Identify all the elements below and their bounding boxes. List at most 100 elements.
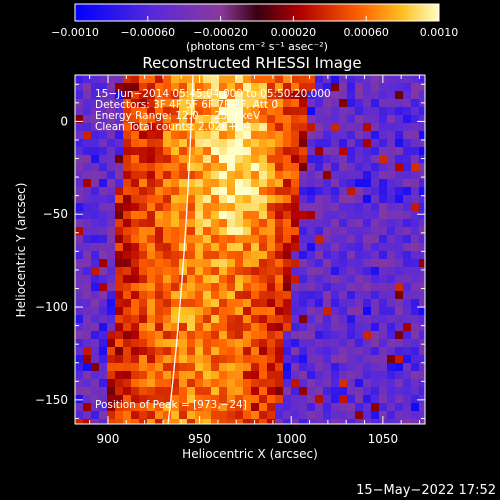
image-pixel: [363, 403, 371, 411]
image-pixel: [379, 283, 387, 291]
image-pixel: [291, 123, 299, 131]
image-pixel: [107, 299, 115, 307]
image-pixel: [83, 403, 91, 411]
image-pixel: [251, 107, 259, 115]
solar-limb-line: [167, 75, 194, 424]
image-pixel: [331, 347, 339, 355]
image-pixel: [227, 299, 235, 307]
image-pixel: [163, 403, 171, 411]
image-pixel: [235, 355, 243, 363]
image-pixel: [403, 259, 411, 267]
image-pixel: [147, 243, 155, 251]
image-pixel: [283, 147, 291, 155]
image-pixel: [139, 411, 147, 419]
image-pixel: [307, 99, 315, 107]
image-pixel: [315, 139, 323, 147]
image-pixel: [323, 419, 331, 424]
image-pixel: [387, 243, 395, 251]
image-pixel: [331, 371, 339, 379]
image-pixel: [187, 259, 195, 267]
image-pixel: [163, 195, 171, 203]
image-pixel: [91, 211, 99, 219]
image-pixel: [299, 91, 307, 99]
image-pixel: [403, 211, 411, 219]
y-axis: 0−50−100−150: [35, 83, 425, 419]
image-pixel: [123, 91, 131, 99]
image-pixel: [371, 371, 379, 379]
image-pixel: [419, 323, 425, 331]
image-pixel: [179, 283, 187, 291]
image-pixel: [123, 291, 131, 299]
image-pixel: [267, 115, 275, 123]
image-pixel: [371, 147, 379, 155]
image-pixel: [387, 83, 395, 91]
image-pixel: [307, 411, 315, 419]
image-pixel: [99, 75, 107, 83]
image-pixel: [211, 219, 219, 227]
image-pixel: [307, 387, 315, 395]
image-pixel: [387, 395, 395, 403]
image-pixel: [131, 91, 139, 99]
image-pixel: [219, 419, 227, 424]
image-pixel: [75, 91, 83, 99]
image-pixel: [299, 147, 307, 155]
image-pixel: [139, 219, 147, 227]
image-pixel: [155, 211, 163, 219]
image-pixel: [203, 243, 211, 251]
image-pixel: [107, 331, 115, 339]
image-pixel: [179, 347, 187, 355]
image-pixel: [299, 387, 307, 395]
image-pixel: [419, 131, 425, 139]
image-pixel: [251, 251, 259, 259]
image-pixel: [211, 227, 219, 235]
image-pixel: [411, 147, 419, 155]
image-pixel: [379, 115, 387, 123]
image-pixel: [267, 235, 275, 243]
image-pixel: [379, 147, 387, 155]
image-pixel: [411, 115, 419, 123]
image-pixel: [171, 203, 179, 211]
image-pixel: [379, 395, 387, 403]
image-pixel: [187, 291, 195, 299]
image-pixel: [115, 259, 123, 267]
image-pixel: [219, 235, 227, 243]
image-pixel: [307, 355, 315, 363]
image-pixel: [355, 91, 363, 99]
image-pixel: [275, 235, 283, 243]
image-pixel: [179, 291, 187, 299]
image-pixel: [227, 83, 235, 91]
image-pixel: [243, 139, 251, 147]
image-pixel: [243, 363, 251, 371]
image-pixel: [275, 331, 283, 339]
image-pixel: [299, 275, 307, 283]
image-pixel: [419, 115, 425, 123]
image-pixel: [83, 323, 91, 331]
image-pixel: [179, 363, 187, 371]
image-pixel: [347, 139, 355, 147]
image-pixel: [91, 243, 99, 251]
image-pixel: [355, 235, 363, 243]
image-pixel: [371, 131, 379, 139]
image-pixel: [123, 371, 131, 379]
image-pixel: [195, 107, 203, 115]
image-pixel: [307, 323, 315, 331]
image-pixel: [171, 99, 179, 107]
image-pixel: [123, 275, 131, 283]
image-pixel: [91, 403, 99, 411]
image-pixel: [371, 259, 379, 267]
image-pixel: [75, 227, 83, 235]
colorbar-tick-label: 0.0010: [420, 26, 459, 39]
image-pixel: [219, 75, 227, 83]
image-pixel: [387, 227, 395, 235]
image-pixel: [363, 283, 371, 291]
image-pixel: [267, 395, 275, 403]
image-pixel: [251, 163, 259, 171]
image-pixel: [379, 347, 387, 355]
image-pixel: [251, 355, 259, 363]
image-pixel: [387, 347, 395, 355]
image-pixel: [379, 259, 387, 267]
image-pixel: [171, 323, 179, 331]
image-pixel: [179, 403, 187, 411]
image-pixel: [379, 123, 387, 131]
image-pixel: [139, 347, 147, 355]
